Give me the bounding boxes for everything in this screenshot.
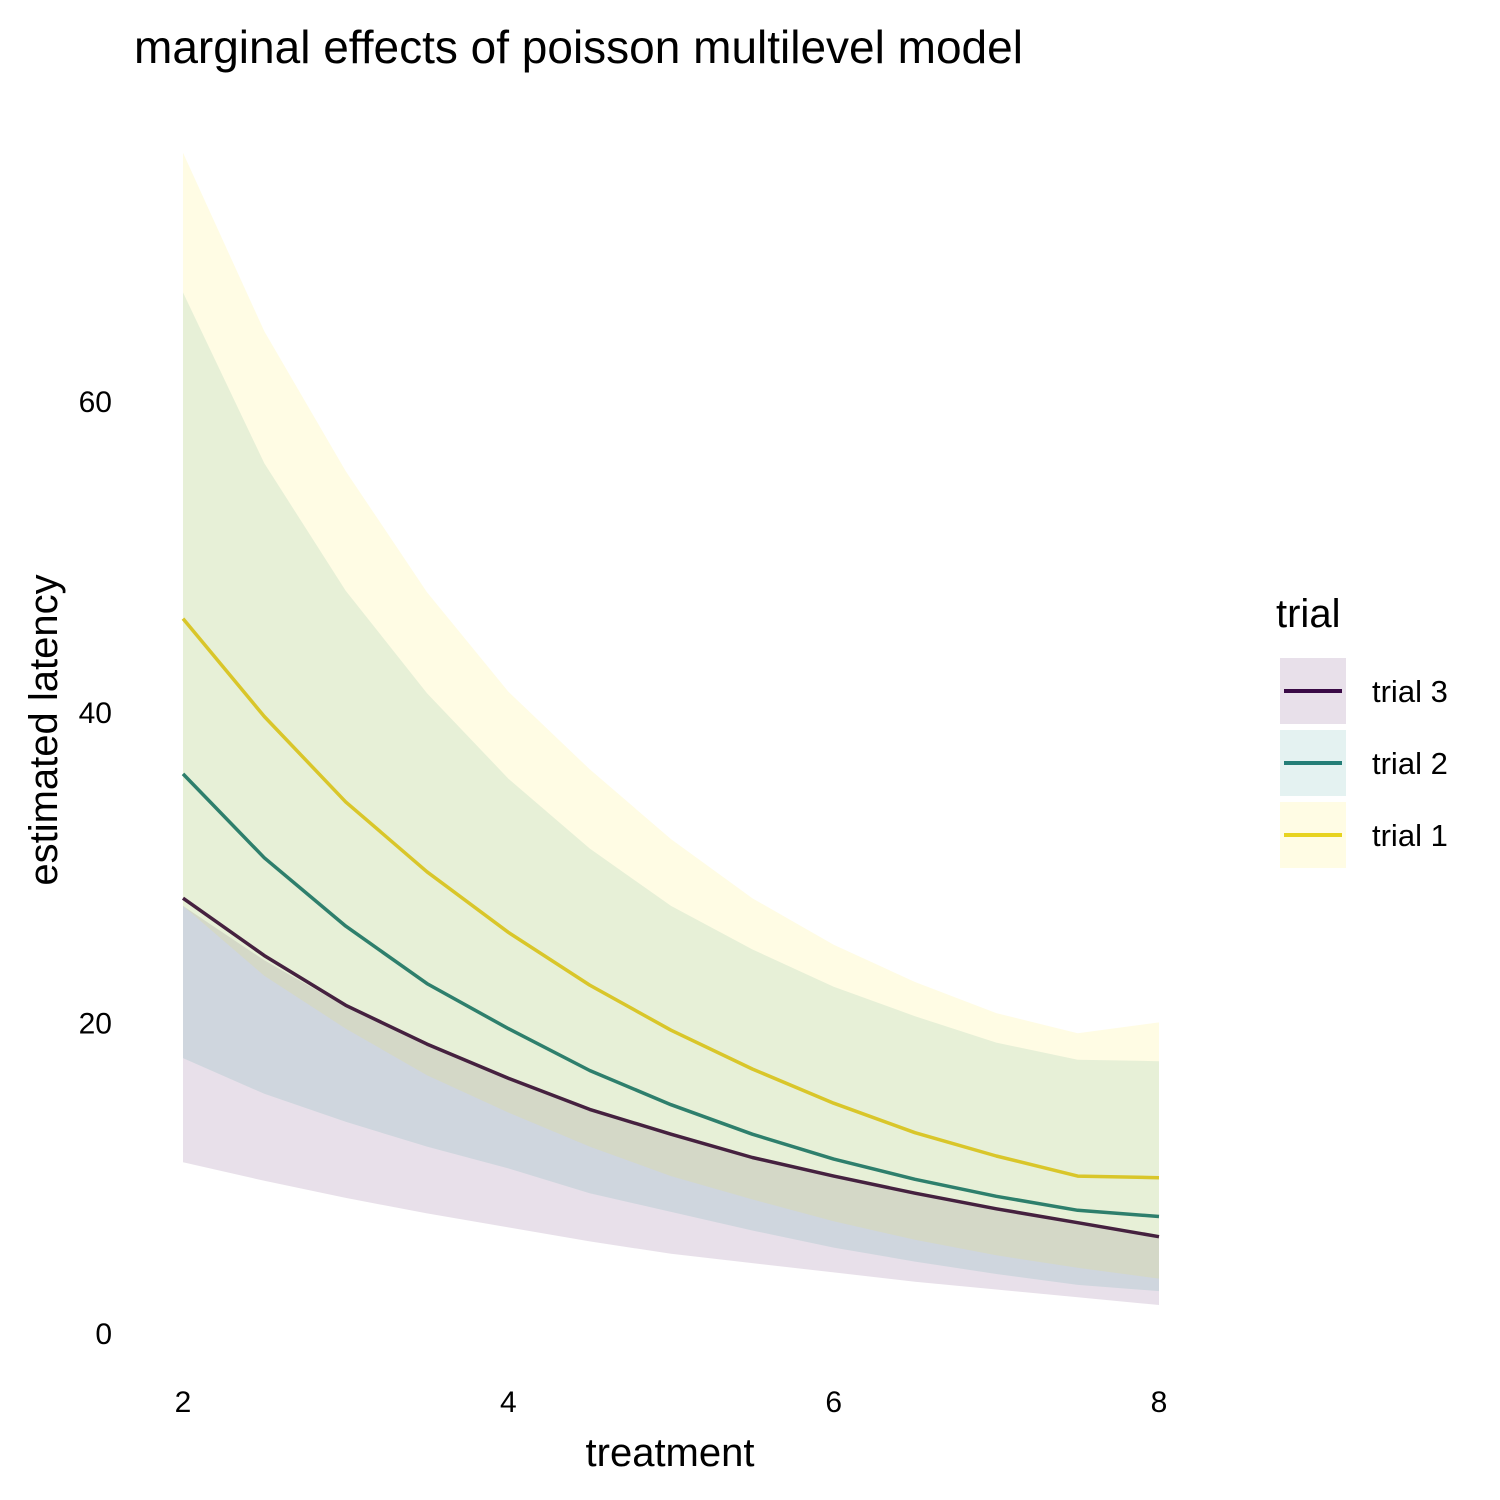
legend-item: trial 1 [1280,802,1448,868]
x-tick-label: 6 [825,1386,842,1419]
confidence-bands [183,152,1159,1305]
legend-label: trial 1 [1372,818,1448,853]
band-trial-3 [183,905,1159,1305]
band-trial-1 [183,152,1159,1279]
legend-label: trial 3 [1372,674,1448,709]
band-trial-2 [183,292,1159,1292]
x-tick-label: 8 [1151,1386,1168,1419]
y-tick-label: 40 [79,697,112,730]
x-tick-label: 2 [175,1386,192,1419]
legend-items: trial 3 trial 2 trial 1 [1280,658,1448,868]
legend-label: trial 2 [1372,746,1448,781]
y-axis-title: estimated latency [22,574,66,885]
line-trial-2 [181,772,1160,1219]
x-axis-title: treatment [586,1431,755,1475]
y-tick-label: 0 [95,1318,112,1351]
chart-title: marginal effects of poisson multilevel m… [134,21,1023,73]
y-tick-label: 60 [79,386,112,419]
series-lines [181,617,1160,1239]
line-trial-1 [181,617,1160,1180]
line-trial-3 [181,896,1160,1239]
x-axis-ticks: 2 4 6 8 [175,1386,1168,1419]
legend-title: trial [1276,592,1340,636]
y-axis-ticks: 0 20 40 60 [79,386,112,1351]
y-tick-label: 20 [79,1007,112,1040]
x-tick-label: 4 [500,1386,517,1419]
legend-item: trial 2 [1280,730,1448,796]
legend-item: trial 3 [1280,658,1448,724]
legend: trial trial 3 trial 2 trial 1 [1276,592,1448,868]
